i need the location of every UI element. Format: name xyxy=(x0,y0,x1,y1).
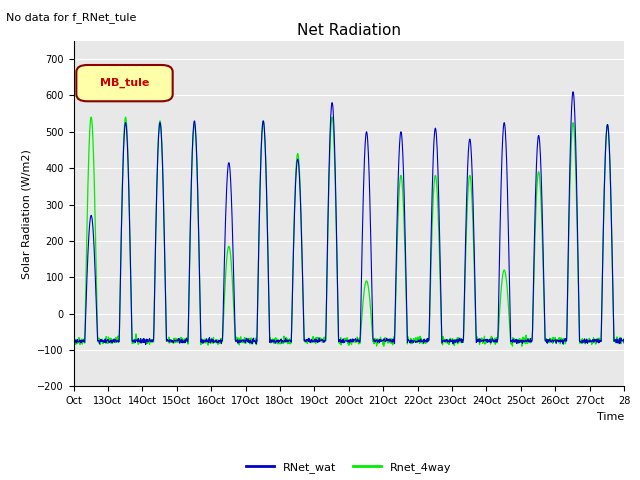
Rnet_4way xyxy=(620,336,628,341)
RNet_wat xyxy=(569,89,577,95)
Rnet_4way xyxy=(560,336,568,341)
Rnet_4way xyxy=(87,114,95,120)
Rnet_4way xyxy=(614,339,621,345)
RNet_wat xyxy=(335,338,342,344)
Text: No data for f_RNet_tule: No data for f_RNet_tule xyxy=(6,12,137,23)
RNet_wat xyxy=(70,337,77,343)
Y-axis label: Solar Radiation (W/m2): Solar Radiation (W/m2) xyxy=(22,149,32,278)
FancyBboxPatch shape xyxy=(76,65,173,101)
Rnet_4way xyxy=(518,343,525,349)
Line: RNet_wat: RNet_wat xyxy=(74,92,624,345)
RNet_wat xyxy=(479,338,486,344)
RNet_wat xyxy=(324,204,332,210)
RNet_wat xyxy=(614,340,621,346)
Rnet_4way xyxy=(156,118,164,124)
RNet_wat xyxy=(142,342,150,348)
Rnet_4way xyxy=(70,338,77,344)
Title: Net Radiation: Net Radiation xyxy=(297,23,401,38)
Legend: RNet_wat, Rnet_4way: RNet_wat, Rnet_4way xyxy=(242,458,456,478)
Rnet_4way xyxy=(324,213,332,218)
RNet_wat xyxy=(156,120,164,126)
Line: Rnet_4way: Rnet_4way xyxy=(74,117,624,346)
Text: MB_tule: MB_tule xyxy=(100,78,149,88)
RNet_wat xyxy=(620,340,628,346)
RNet_wat xyxy=(559,339,567,345)
Rnet_4way xyxy=(479,340,486,346)
X-axis label: Time: Time xyxy=(596,412,624,421)
Rnet_4way xyxy=(335,338,342,344)
